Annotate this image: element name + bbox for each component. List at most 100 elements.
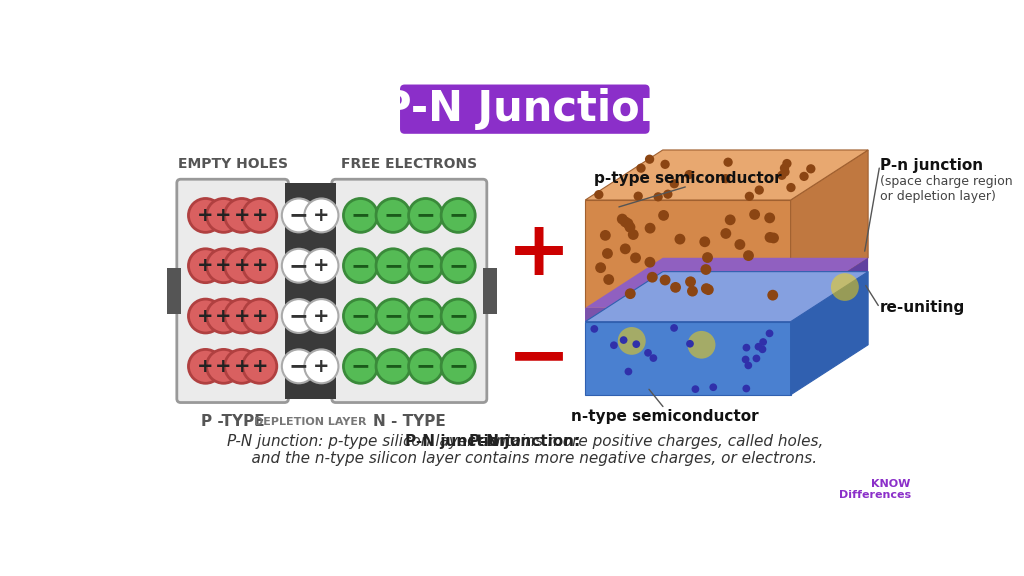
Text: P-N junction: p-type silicon layer contains more positive charges, called holes,: P-N junction: p-type silicon layer conta… xyxy=(226,434,823,449)
Text: −: − xyxy=(383,354,402,378)
Text: +: + xyxy=(252,256,268,275)
Circle shape xyxy=(304,350,338,383)
Circle shape xyxy=(224,249,259,283)
Polygon shape xyxy=(791,258,868,321)
Circle shape xyxy=(780,167,790,177)
Circle shape xyxy=(645,154,654,164)
Circle shape xyxy=(207,199,241,232)
Text: +: + xyxy=(198,357,214,376)
Text: −: − xyxy=(350,354,371,378)
Circle shape xyxy=(660,160,670,169)
FancyBboxPatch shape xyxy=(177,179,289,403)
Circle shape xyxy=(617,327,646,355)
Text: +: + xyxy=(198,206,214,225)
Circle shape xyxy=(243,199,276,232)
Circle shape xyxy=(441,299,475,333)
Circle shape xyxy=(765,232,775,242)
Circle shape xyxy=(633,340,640,348)
Text: P-N Junction: P-N Junction xyxy=(381,88,669,130)
Text: +: + xyxy=(252,357,268,376)
Text: −: − xyxy=(289,354,309,378)
Circle shape xyxy=(653,192,663,202)
Text: n-type semiconductor: n-type semiconductor xyxy=(570,409,759,424)
Circle shape xyxy=(699,236,711,247)
Circle shape xyxy=(376,249,410,283)
Circle shape xyxy=(610,342,617,349)
Text: −: − xyxy=(350,304,371,328)
Circle shape xyxy=(725,214,735,225)
Text: −: − xyxy=(289,203,309,228)
Circle shape xyxy=(686,340,694,348)
Circle shape xyxy=(343,350,378,383)
Text: −: − xyxy=(350,253,371,278)
Polygon shape xyxy=(586,321,791,395)
Text: DEPLETION LAYER: DEPLETION LAYER xyxy=(254,417,367,427)
FancyBboxPatch shape xyxy=(332,179,486,403)
Polygon shape xyxy=(586,308,791,321)
Circle shape xyxy=(701,283,712,294)
Circle shape xyxy=(600,230,610,241)
Circle shape xyxy=(721,228,731,239)
Text: −: − xyxy=(350,203,371,228)
Text: +: + xyxy=(252,306,268,325)
Circle shape xyxy=(207,299,241,333)
Circle shape xyxy=(675,234,685,245)
Circle shape xyxy=(243,350,276,383)
Circle shape xyxy=(755,185,764,195)
Circle shape xyxy=(620,217,631,228)
Circle shape xyxy=(603,274,614,285)
Circle shape xyxy=(343,199,378,232)
Circle shape xyxy=(304,199,338,232)
Text: FREE ELECTRONS: FREE ELECTRONS xyxy=(341,157,477,171)
Circle shape xyxy=(647,272,657,283)
Circle shape xyxy=(304,249,338,283)
Circle shape xyxy=(723,158,733,167)
Circle shape xyxy=(744,192,754,201)
Text: −: − xyxy=(416,304,435,328)
Circle shape xyxy=(743,250,754,261)
Bar xyxy=(483,268,497,314)
Text: P-n junction: P-n junction xyxy=(880,158,983,173)
Circle shape xyxy=(800,172,809,181)
Circle shape xyxy=(376,199,410,232)
Text: +: + xyxy=(198,306,214,325)
Circle shape xyxy=(645,223,655,233)
Circle shape xyxy=(441,350,475,383)
Circle shape xyxy=(188,350,222,383)
Circle shape xyxy=(806,164,815,173)
Circle shape xyxy=(188,299,222,333)
Circle shape xyxy=(753,355,760,362)
Circle shape xyxy=(207,249,241,283)
Text: KNOW
Differences: KNOW Differences xyxy=(839,479,910,501)
Circle shape xyxy=(409,199,442,232)
Text: +: + xyxy=(233,357,250,376)
Circle shape xyxy=(741,355,750,363)
Text: p-type semiconductor: p-type semiconductor xyxy=(594,171,781,186)
Text: P -TYPE: P -TYPE xyxy=(201,414,264,429)
Circle shape xyxy=(750,209,760,220)
Bar xyxy=(285,183,336,399)
Circle shape xyxy=(343,299,378,333)
Text: −: − xyxy=(383,304,402,328)
Circle shape xyxy=(670,179,679,188)
Circle shape xyxy=(224,350,259,383)
Text: and the n-type silicon layer contains more negative charges, or electrons.: and the n-type silicon layer contains mo… xyxy=(232,451,817,466)
Circle shape xyxy=(782,159,792,168)
Circle shape xyxy=(742,344,751,351)
Text: −: − xyxy=(507,321,570,395)
Circle shape xyxy=(685,276,696,287)
Circle shape xyxy=(591,325,598,333)
Text: P-N junction:: P-N junction: xyxy=(469,434,581,449)
Circle shape xyxy=(766,329,773,337)
Circle shape xyxy=(628,229,639,240)
Text: +: + xyxy=(215,206,231,225)
FancyBboxPatch shape xyxy=(400,85,649,134)
Circle shape xyxy=(625,367,632,376)
Text: (space charge region
or depletion layer): (space charge region or depletion layer) xyxy=(880,175,1013,203)
Circle shape xyxy=(620,336,628,344)
Circle shape xyxy=(777,170,786,180)
Text: +: + xyxy=(313,206,330,225)
Text: −: − xyxy=(416,354,435,378)
Circle shape xyxy=(649,354,657,362)
Circle shape xyxy=(742,385,751,392)
